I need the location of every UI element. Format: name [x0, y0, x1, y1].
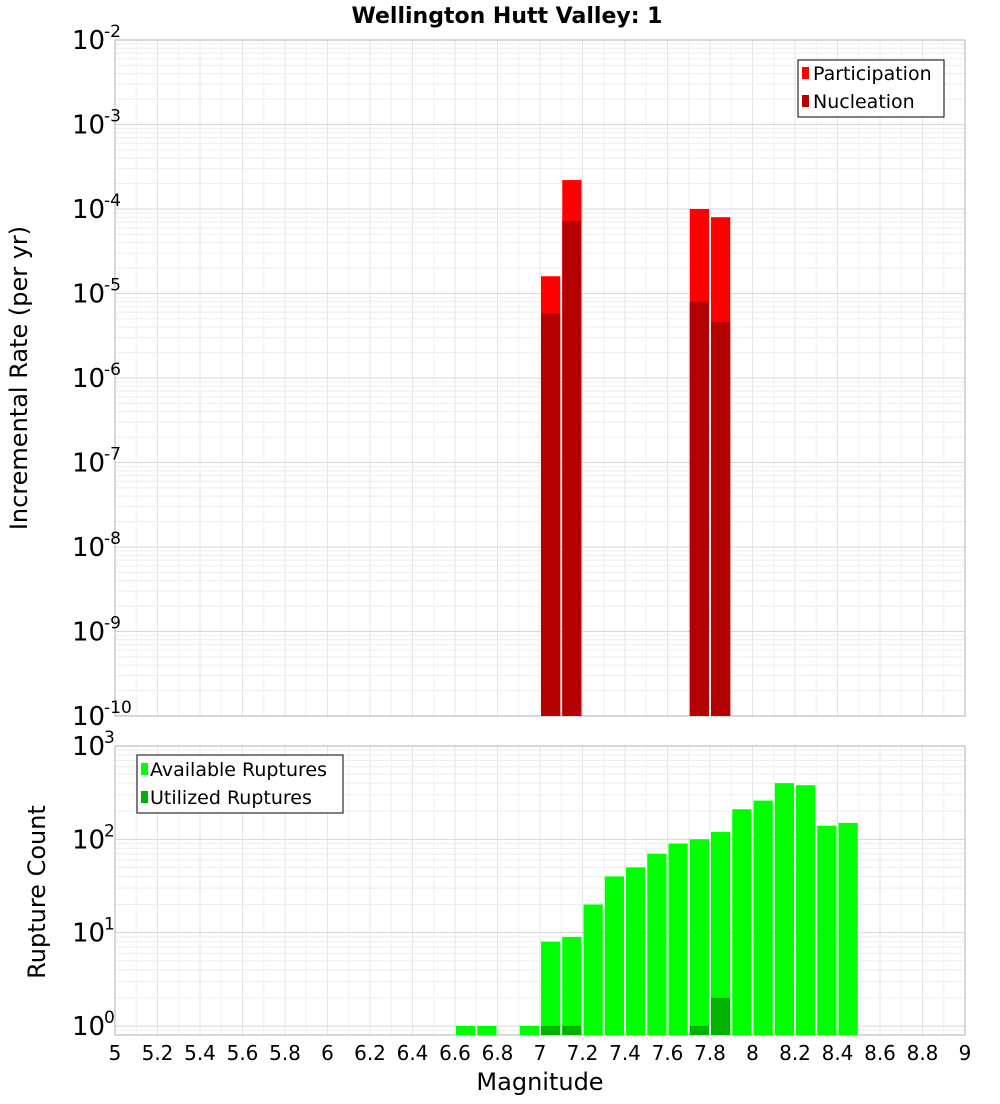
available-ruptures-bar — [796, 785, 816, 1035]
bottom-y-tick-label: 10 — [72, 919, 105, 949]
x-tick-label: 6.8 — [482, 1041, 514, 1065]
x-tick-label: 8.6 — [864, 1041, 896, 1065]
legend-participation: Participation — [813, 63, 932, 85]
top-y-tick-label: 10 — [72, 280, 105, 310]
x-tick-label: 5.8 — [269, 1041, 301, 1065]
nucleation-swatch — [802, 95, 809, 107]
participation-swatch — [802, 67, 809, 79]
x-tick-label: 5 — [109, 1041, 122, 1065]
bottom-panel-frame — [114, 745, 966, 1036]
legend-nucleation: Nucleation — [813, 91, 915, 113]
top-y-tick-label: 10 — [72, 111, 105, 141]
top-y-tick-label: 10 — [72, 618, 105, 648]
legend-utilized-ruptures: Utilized Ruptures — [150, 787, 312, 809]
bottom-y-tick-exponent: 0 — [104, 1008, 115, 1028]
top-panel-frame — [114, 39, 966, 717]
top-y-tick-label: 10 — [72, 364, 105, 394]
x-tick-label: 6.2 — [354, 1041, 386, 1065]
x-tick-label: 7.6 — [652, 1041, 684, 1065]
available-ruptures-bar — [604, 876, 624, 1035]
utilized-ruptures-bar — [711, 997, 731, 1035]
x-tick-label: 5.4 — [184, 1041, 216, 1065]
utilized-ruptures-bar — [562, 1025, 582, 1035]
available-ruptures-bar — [541, 941, 561, 1035]
x-tick-label: 5.6 — [227, 1041, 259, 1065]
top-y-tick-label: 10 — [72, 702, 105, 732]
utilized-ruptures-bar — [689, 1025, 709, 1035]
nucleation-bar — [689, 301, 709, 716]
top-panel-bars — [541, 180, 731, 716]
bottom-y-tick-exponent: 2 — [104, 821, 115, 841]
top-y-tick-exponent: -7 — [104, 445, 121, 465]
available-ruptures-bar — [583, 904, 603, 1035]
available-ruptures-bar — [519, 1025, 539, 1035]
bottom-y-axis-label: Rupture Count — [23, 805, 51, 979]
available-ruptures-bar — [817, 825, 837, 1035]
top-y-tick-label: 10 — [72, 26, 105, 56]
x-tick-label: 5.2 — [142, 1041, 174, 1065]
top-y-tick-exponent: -10 — [104, 698, 132, 718]
bottom-y-tick-label: 10 — [72, 825, 105, 855]
x-tick-label: 9 — [959, 1041, 972, 1065]
nucleation-bar — [541, 313, 561, 716]
top-panel-grid — [114, 40, 966, 717]
bottom-legend: Available Ruptures Utilized Ruptures — [136, 754, 344, 814]
available-ruptures-bar — [774, 783, 794, 1035]
top-legend: Participation Nucleation — [797, 59, 945, 118]
bottom-y-tick-label: 10 — [72, 1012, 105, 1042]
available-ruptures-bar — [456, 1025, 476, 1035]
x-tick-label: 6 — [321, 1041, 334, 1065]
x-tick-label: 7.2 — [567, 1041, 599, 1065]
x-tick-label: 8 — [746, 1041, 759, 1065]
top-legend-box — [797, 59, 945, 118]
nucleation-bar — [711, 321, 731, 716]
x-tick-label: 6.6 — [439, 1041, 471, 1065]
available-ruptures-bar — [753, 800, 773, 1035]
bottom-y-tick-exponent: 1 — [104, 915, 115, 935]
top-y-axis-label: Incremental Rate (per yr) — [5, 226, 33, 530]
available-ruptures-bar — [711, 831, 731, 1035]
bottom-y-tick-exponent: 3 — [104, 728, 115, 748]
top-y-tick-label: 10 — [72, 449, 105, 479]
nucleation-bar — [562, 221, 582, 716]
top-y-tick-exponent: -9 — [104, 614, 121, 634]
x-tick-label: 7 — [534, 1041, 547, 1065]
chart-title: Wellington Hutt Valley: 1 — [352, 4, 663, 29]
top-y-tick-exponent: -3 — [104, 107, 121, 127]
available-ruptures-bar — [626, 867, 646, 1035]
top-y-tick-exponent: -4 — [104, 191, 121, 211]
x-tick-label: 6.4 — [397, 1041, 429, 1065]
top-y-tick-label: 10 — [72, 195, 105, 225]
x-tick-label: 7.8 — [694, 1041, 726, 1065]
bottom-y-tick-label: 10 — [72, 732, 105, 762]
available-ruptures-bar — [647, 853, 667, 1035]
legend-available-ruptures: Available Ruptures — [150, 759, 327, 781]
top-y-tick-exponent: -2 — [104, 22, 121, 42]
top-y-tick-exponent: -6 — [104, 360, 121, 380]
utilized-swatch — [141, 791, 148, 803]
x-tick-label: 7.4 — [609, 1041, 641, 1065]
available-ruptures-bar — [668, 843, 688, 1035]
available-ruptures-bar — [562, 936, 582, 1035]
bottom-panel-bars — [456, 783, 858, 1035]
available-ruptures-bar — [477, 1025, 497, 1035]
available-ruptures-bar — [732, 809, 752, 1035]
bottom-legend-box — [136, 754, 344, 814]
top-y-tick-exponent: -8 — [104, 529, 121, 549]
available-ruptures-bar — [689, 839, 709, 1035]
available-swatch — [141, 763, 148, 775]
x-tick-label: 8.4 — [822, 1041, 854, 1065]
x-tick-label: 8.2 — [779, 1041, 811, 1065]
x-axis-label: Magnitude — [476, 1068, 603, 1096]
available-ruptures-bar — [838, 822, 858, 1035]
utilized-ruptures-bar — [541, 1025, 561, 1035]
top-y-tick-label: 10 — [72, 533, 105, 563]
x-tick-label: 8.8 — [907, 1041, 939, 1065]
top-y-tick-exponent: -5 — [104, 276, 121, 296]
bottom-panel-x-ticks: 5 5.2 5.4 5.6 5.8 6 6.2 6.4 6.6 6.8 7 7.2 7.4 7.6 7.8 8… — [109, 1041, 972, 1065]
